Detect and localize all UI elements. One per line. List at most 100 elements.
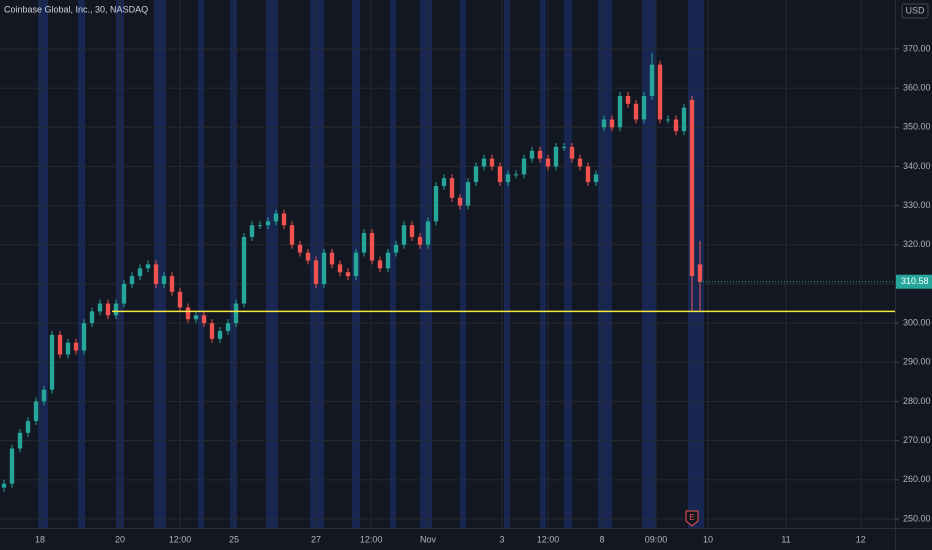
candle-body <box>305 252 311 261</box>
last-price-label: 310.58 <box>901 276 929 286</box>
candle-body <box>265 221 271 226</box>
candle-body <box>345 272 351 277</box>
x-tick-label: 12 <box>856 534 866 544</box>
y-tick-label: 360.00 <box>903 83 931 93</box>
candle-body <box>673 119 679 132</box>
x-tick-label: 12:00 <box>360 534 383 544</box>
candle-body <box>313 260 319 284</box>
currency-box[interactable] <box>901 3 929 19</box>
candle-body <box>689 99 695 277</box>
candle-body <box>337 264 343 273</box>
candle-body <box>649 64 655 96</box>
candle-body <box>585 166 591 183</box>
candle-body <box>289 225 295 245</box>
session-band <box>198 0 204 528</box>
candle-body <box>657 64 663 120</box>
session-band <box>390 0 396 528</box>
y-tick-label: 260.00 <box>903 474 931 484</box>
x-tick-label: 11 <box>781 534 790 544</box>
y-tick-label: 330.00 <box>903 200 931 210</box>
candle-body <box>129 276 135 284</box>
session-band <box>154 0 166 528</box>
candle-body <box>385 252 391 269</box>
x-tick-label: 12:00 <box>537 534 560 544</box>
y-tick-label: 350.00 <box>903 122 931 132</box>
candle-body <box>425 221 431 245</box>
candle-body <box>529 150 535 159</box>
candle-body <box>81 323 87 351</box>
y-tick-label: 370.00 <box>903 43 931 53</box>
candle-body <box>225 323 231 331</box>
x-tick-label: 10 <box>703 534 713 544</box>
candle-body <box>17 432 23 449</box>
candle-body <box>473 166 479 183</box>
candle-body <box>177 291 183 308</box>
candle-body <box>609 119 615 128</box>
session-band <box>420 0 432 528</box>
candle-body <box>441 178 447 187</box>
candle-body <box>353 252 359 277</box>
candle-body <box>457 197 463 206</box>
candle-body <box>137 268 143 277</box>
candle-body <box>625 95 631 104</box>
session-band <box>598 0 612 528</box>
candle-body <box>73 342 79 351</box>
candle-body <box>121 283 127 304</box>
candle-body <box>569 146 575 159</box>
x-tick-label: Nov <box>420 534 437 544</box>
y-tick-label: 290.00 <box>903 357 931 367</box>
session-band <box>540 0 546 528</box>
y-tick-label: 340.00 <box>903 161 931 171</box>
candle-body <box>273 213 279 222</box>
candle-body <box>497 166 503 183</box>
candle-body <box>201 315 207 324</box>
candle-body <box>561 146 567 148</box>
candle-body <box>249 225 255 237</box>
x-tick-label: 25 <box>229 534 239 544</box>
candle-body <box>537 150 543 159</box>
candle-body <box>41 389 47 402</box>
candle-body <box>513 174 519 176</box>
session-band <box>266 0 278 528</box>
candle-body <box>97 303 103 312</box>
y-tick-label: 280.00 <box>903 396 931 406</box>
y-tick-label: 270.00 <box>903 435 931 445</box>
x-tick-label: 18 <box>35 534 45 544</box>
candle-body <box>89 311 95 324</box>
candle-body <box>153 264 159 284</box>
earnings-icon <box>685 510 699 527</box>
candle-body <box>257 225 263 227</box>
session-band <box>642 0 656 528</box>
x-tick-label: 3 <box>499 534 504 544</box>
candle-body <box>169 276 175 292</box>
candle-body <box>369 233 375 261</box>
candle-body <box>601 119 607 128</box>
candle-body <box>217 330 223 339</box>
candle-body <box>233 303 239 324</box>
candle-body <box>241 236 247 304</box>
candle-body <box>185 307 191 320</box>
last-price-box <box>896 274 932 289</box>
candle-body <box>481 158 487 167</box>
candle-body <box>593 174 599 183</box>
candle-body <box>681 107 687 132</box>
candle-body <box>209 323 215 339</box>
candle-body <box>9 448 15 484</box>
x-tick-label: 20 <box>115 534 125 544</box>
y-tick-label: 320.00 <box>903 239 931 249</box>
candle-body <box>1 483 7 488</box>
candle-body <box>377 260 383 269</box>
session-band <box>564 0 572 528</box>
grid <box>0 0 895 528</box>
currency[interactable]: USD <box>905 5 925 15</box>
candle-body <box>25 421 31 433</box>
candle-body <box>641 95 647 120</box>
candle-body <box>393 244 399 253</box>
session-band <box>78 0 85 528</box>
candle-body <box>281 213 287 226</box>
candle-body <box>553 146 559 167</box>
candle-body <box>505 174 511 183</box>
candle-body <box>409 225 415 237</box>
candle-body <box>33 401 39 422</box>
